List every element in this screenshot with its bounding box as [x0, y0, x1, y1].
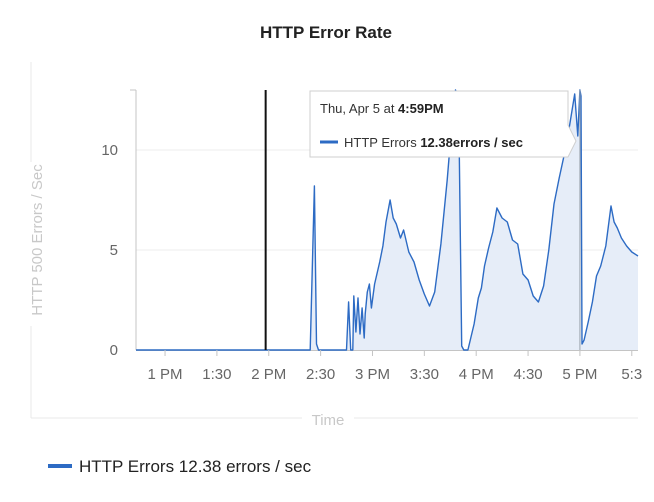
x-tick-label: 3:30 [410, 366, 439, 383]
legend-label[interactable]: HTTP Errors 12.38 errors / sec [79, 457, 312, 476]
x-tick-label: 1 PM [148, 366, 183, 383]
y-tick-labels: 0 5 10 [101, 142, 118, 359]
x-tick-label: 5:3 [621, 366, 642, 383]
x-tick-label: 2:30 [306, 366, 335, 383]
tooltip-box [309, 90, 577, 158]
chart-title: HTTP Error Rate [260, 23, 392, 42]
x-tick-label: 4:30 [513, 366, 542, 383]
y-tick-label: 5 [110, 242, 118, 259]
y-axis-title: HTTP 500 Errors / Sec [29, 164, 46, 316]
x-tick-label: 2 PM [251, 366, 286, 383]
x-tick-label: 5 PM [562, 366, 597, 383]
legend[interactable]: HTTP Errors 12.38 errors / sec [48, 457, 312, 476]
y-tick-label: 0 [110, 342, 118, 359]
tooltip: Thu, Apr 5 at 4:59PM HTTP Errors 12.38er… [309, 90, 577, 158]
plot-area [136, 89, 639, 351]
y-tick-label: 10 [101, 142, 118, 159]
tooltip-value: HTTP Errors 12.38errors / sec [344, 135, 523, 150]
x-tick-label: 1:30 [202, 366, 231, 383]
tooltip-date: Thu, Apr 5 at 4:59PM [320, 101, 444, 116]
series-line-http-errors [136, 89, 639, 351]
axis-frame [30, 62, 638, 419]
x-tick-labels: 1 PM 1:30 2 PM 2:30 3 PM 3:30 4 PM 4:30 5 PM 5:3 [148, 350, 642, 383]
x-tick-label: 3 PM [355, 366, 390, 383]
x-tick-label: 4 PM [459, 366, 494, 383]
x-axis-title: Time [312, 412, 345, 429]
